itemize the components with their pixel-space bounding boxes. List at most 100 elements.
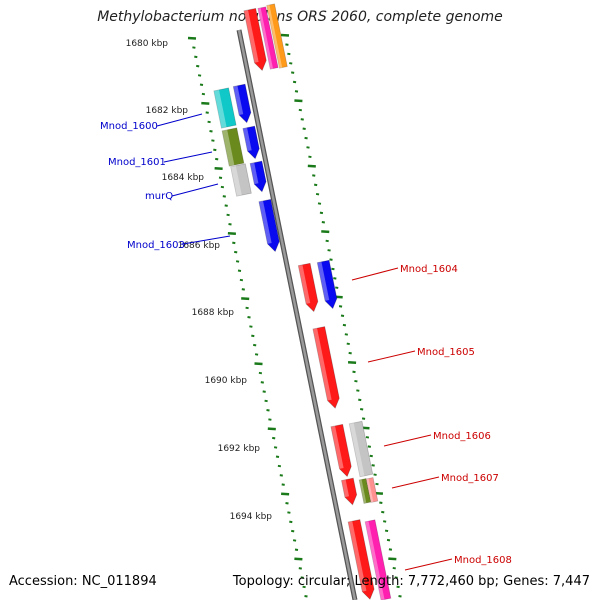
right-rail-tick — [348, 361, 357, 364]
right-rail-tick — [388, 548, 393, 551]
gene-label-right[interactable]: Mnod_1607 — [441, 473, 499, 484]
left-rail-tick — [237, 269, 242, 272]
scale-label: 1694 kbp — [230, 512, 273, 522]
left-rail-tick — [294, 548, 299, 551]
right-rail-tick — [291, 71, 295, 74]
right-rail-tick — [315, 192, 320, 196]
leader-line — [404, 558, 453, 571]
left-rail-tick — [267, 427, 276, 431]
right-rail-tick — [335, 286, 339, 289]
gene-block — [297, 262, 319, 313]
left-rail-tick — [226, 213, 230, 217]
right-rail-tick — [373, 473, 377, 476]
right-rail-tick — [374, 491, 383, 495]
leader-line — [182, 235, 231, 245]
gene-label-left[interactable]: Mnod_1603 — [127, 240, 185, 251]
right-rail-tick — [392, 566, 396, 570]
left-rail-tick — [302, 585, 306, 589]
left-rail-tick — [258, 371, 263, 375]
gene-block — [221, 127, 245, 167]
right-rail-tick — [342, 323, 347, 327]
left-rail-tick — [201, 92, 206, 96]
left-rail-tick — [291, 529, 295, 533]
gene-label-right[interactable]: Mnod_1605 — [417, 347, 475, 358]
tick-marks — [187, 33, 402, 598]
left-rail-tick — [275, 455, 280, 458]
right-rail-tick — [302, 127, 306, 130]
leader-line — [391, 476, 440, 489]
right-rail-tick — [319, 211, 324, 215]
left-rail-tick — [294, 557, 303, 561]
leader-line — [383, 434, 432, 447]
left-rail-tick — [262, 390, 266, 393]
right-rail-tick — [327, 249, 331, 252]
right-rail-tick — [329, 258, 333, 261]
left-rail-tick — [227, 232, 236, 236]
left-rail-tick — [247, 316, 251, 319]
left-rail-tick — [272, 436, 276, 440]
gene-callouts: Mnod_1600 Mnod_1601 murQ Mnod_1603 Mnod_1604… — [100, 113, 512, 571]
leader-line — [367, 350, 416, 363]
right-rail-tick — [307, 164, 316, 168]
gene-block — [243, 7, 267, 72]
gene-label-left[interactable]: Mnod_1600 — [100, 121, 158, 132]
left-rail-tick — [228, 223, 232, 226]
right-rail-tick — [386, 538, 391, 542]
left-rail-tick — [241, 288, 245, 291]
right-rail-tick — [365, 436, 370, 439]
scale-label: 1686 kbp — [178, 241, 221, 251]
left-rail-tick — [292, 539, 297, 542]
scale-labels: 1680 kbp 1682 kbp 1684 kbp 1686 kbp 1688 kbp… — [126, 39, 273, 522]
gene-block — [347, 519, 375, 600]
left-rail-tick — [232, 241, 236, 245]
gene-features — [213, 3, 392, 600]
right-rail-tick — [294, 90, 299, 93]
right-rail-tick — [396, 585, 400, 589]
scale-label: 1692 kbp — [218, 444, 261, 454]
right-rail-tick — [398, 595, 402, 598]
right-rail-tick — [300, 118, 304, 121]
left-rail-tick — [220, 185, 225, 189]
right-rail-tick — [354, 379, 358, 383]
right-rail-tick — [383, 520, 387, 523]
gene-block — [358, 478, 372, 504]
gene-label-right[interactable]: Mnod_1608 — [454, 555, 512, 566]
right-rail-tick — [325, 239, 329, 243]
gene-block — [341, 477, 358, 506]
left-rail-tick — [224, 204, 228, 207]
left-rail-tick — [260, 381, 264, 384]
left-rail-tick — [241, 297, 250, 301]
right-rail-tick — [306, 146, 310, 149]
right-rail-tick — [346, 342, 350, 346]
gene-block — [242, 125, 260, 160]
right-rail-tick — [312, 174, 316, 177]
right-rail-tick — [289, 62, 293, 65]
left-rail-tick — [222, 195, 226, 198]
scale-label: 1688 kbp — [192, 308, 235, 318]
left-rail-tick — [196, 64, 200, 68]
scale-label: 1680 kbp — [126, 39, 169, 49]
gene-label-right[interactable]: Mnod_1604 — [400, 264, 458, 275]
right-rail-tick — [371, 464, 375, 467]
left-rail-tick — [264, 399, 268, 403]
right-rail-tick — [388, 557, 397, 561]
right-rail-tick — [317, 202, 322, 205]
right-rail-tick — [280, 33, 290, 37]
left-rail-tick — [239, 278, 244, 282]
left-rail-tick — [187, 36, 197, 40]
left-rail-tick — [289, 520, 293, 524]
left-rail-tick — [209, 130, 213, 133]
right-rail-tick — [338, 305, 343, 308]
right-rail-tick — [340, 314, 345, 317]
gene-label-left[interactable]: Mnod_1601 — [108, 157, 166, 168]
gene-label-right[interactable]: Mnod_1606 — [433, 431, 491, 442]
left-rail-tick — [266, 409, 270, 412]
right-rail-tick — [304, 136, 308, 140]
right-rail-tick — [344, 333, 348, 336]
left-rail-tick — [268, 418, 272, 421]
right-rail-tick — [358, 398, 362, 402]
gene-label-left[interactable]: murQ — [145, 191, 173, 202]
left-rail-tick — [211, 139, 215, 142]
left-rail-tick — [235, 260, 240, 263]
